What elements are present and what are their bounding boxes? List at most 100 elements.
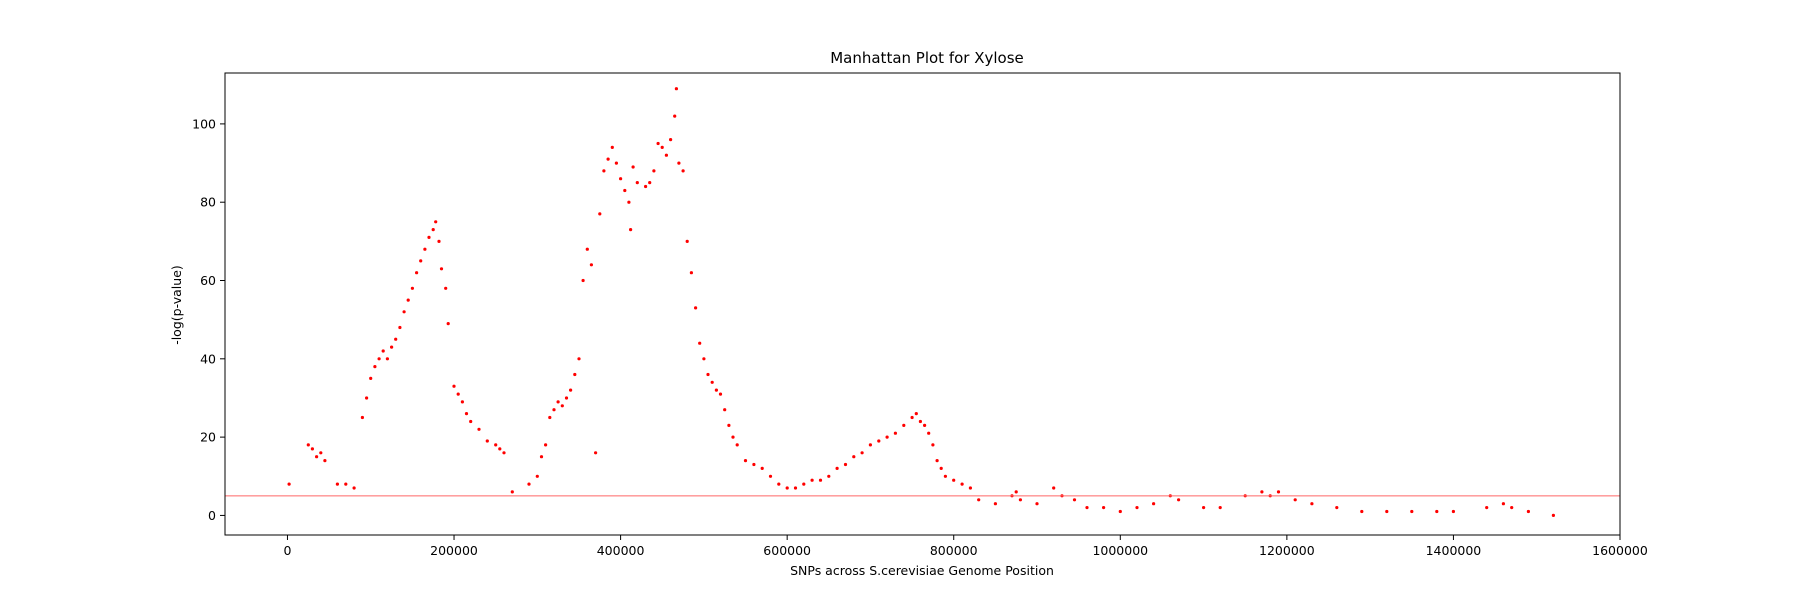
data-point bbox=[656, 141, 660, 146]
data-point bbox=[427, 235, 431, 239]
data-point bbox=[623, 188, 627, 193]
data-point bbox=[1451, 509, 1455, 514]
data-point bbox=[1014, 490, 1018, 494]
data-point bbox=[1035, 502, 1039, 506]
data-point bbox=[910, 415, 914, 420]
data-point bbox=[935, 459, 939, 463]
data-point bbox=[893, 431, 898, 435]
data-point bbox=[581, 278, 585, 283]
data-point bbox=[510, 490, 514, 494]
data-point bbox=[993, 502, 998, 506]
data-point bbox=[434, 220, 438, 224]
data-point bbox=[319, 451, 323, 455]
data-point bbox=[498, 447, 502, 451]
data-point bbox=[1102, 506, 1106, 510]
x-tick-label: 1400000 bbox=[1426, 543, 1482, 558]
x-tick-label: 1600000 bbox=[1592, 543, 1648, 558]
data-point bbox=[723, 408, 727, 412]
data-point bbox=[464, 412, 469, 416]
data-point bbox=[731, 435, 735, 439]
x-tick-label: 0 bbox=[283, 543, 291, 558]
data-point bbox=[827, 474, 831, 478]
data-point bbox=[390, 345, 394, 349]
data-point bbox=[602, 169, 606, 173]
data-point bbox=[923, 423, 927, 427]
data-point bbox=[939, 466, 943, 470]
data-point bbox=[802, 482, 806, 486]
data-point bbox=[323, 459, 327, 463]
data-point bbox=[927, 431, 931, 435]
data-point bbox=[768, 474, 773, 478]
data-point bbox=[1335, 506, 1339, 510]
scatter-points bbox=[287, 87, 1555, 518]
data-point bbox=[660, 145, 664, 149]
y-axis-title: -log(p-value) bbox=[169, 265, 184, 345]
data-point bbox=[539, 455, 544, 459]
data-point bbox=[918, 419, 923, 424]
y-axis: 0 20 40 60 80 100 bbox=[192, 116, 225, 523]
data-point bbox=[1501, 502, 1505, 506]
data-point bbox=[485, 439, 489, 443]
data-point bbox=[394, 337, 398, 341]
data-point bbox=[885, 435, 889, 439]
data-point bbox=[735, 443, 739, 447]
data-point bbox=[760, 466, 764, 470]
data-point bbox=[1072, 498, 1077, 502]
data-point bbox=[556, 400, 560, 404]
data-point bbox=[315, 455, 319, 459]
data-point bbox=[1276, 490, 1281, 494]
data-point bbox=[810, 478, 814, 482]
data-point bbox=[589, 263, 594, 267]
data-point bbox=[431, 228, 435, 232]
data-point bbox=[1385, 509, 1389, 514]
data-point bbox=[629, 228, 633, 232]
data-point bbox=[669, 138, 673, 142]
data-point bbox=[306, 443, 310, 447]
data-point bbox=[287, 482, 291, 486]
data-point bbox=[727, 423, 731, 427]
x-tick-label: 400000 bbox=[597, 543, 645, 558]
data-point bbox=[452, 384, 456, 388]
data-point bbox=[344, 482, 348, 486]
y-tick-label: 20 bbox=[200, 430, 216, 445]
data-point bbox=[423, 247, 427, 251]
data-point bbox=[439, 267, 444, 271]
data-point bbox=[644, 184, 648, 189]
data-point bbox=[610, 145, 614, 149]
data-point bbox=[718, 392, 723, 396]
data-point bbox=[502, 451, 506, 455]
data-point bbox=[406, 298, 410, 302]
data-point bbox=[477, 427, 481, 431]
data-point bbox=[694, 306, 698, 310]
data-point bbox=[585, 247, 589, 251]
x-tick-label: 1200000 bbox=[1259, 543, 1315, 558]
data-point bbox=[681, 169, 685, 173]
data-point bbox=[385, 357, 389, 361]
data-point bbox=[673, 114, 677, 118]
data-point bbox=[619, 177, 623, 181]
data-point bbox=[1485, 506, 1489, 510]
x-tick-label: 600000 bbox=[763, 543, 811, 558]
plot-frame bbox=[224, 72, 1621, 536]
data-point bbox=[818, 478, 823, 482]
data-point bbox=[743, 459, 748, 463]
data-point bbox=[943, 474, 948, 478]
data-point bbox=[544, 443, 548, 447]
data-point bbox=[968, 486, 973, 490]
data-point bbox=[402, 310, 406, 314]
data-point bbox=[381, 349, 385, 353]
data-point bbox=[437, 239, 441, 243]
x-tick-label: 200000 bbox=[430, 543, 478, 558]
data-point bbox=[631, 165, 635, 169]
data-point bbox=[689, 271, 694, 275]
data-point bbox=[460, 400, 464, 404]
data-point bbox=[444, 286, 448, 290]
data-point bbox=[914, 412, 918, 416]
data-point bbox=[852, 455, 856, 459]
data-point bbox=[1085, 506, 1089, 510]
data-point bbox=[456, 392, 460, 396]
data-point bbox=[573, 372, 577, 377]
x-axis-title: SNPs across S.cerevisiae Genome Position bbox=[790, 563, 1054, 578]
data-point bbox=[1551, 513, 1555, 518]
